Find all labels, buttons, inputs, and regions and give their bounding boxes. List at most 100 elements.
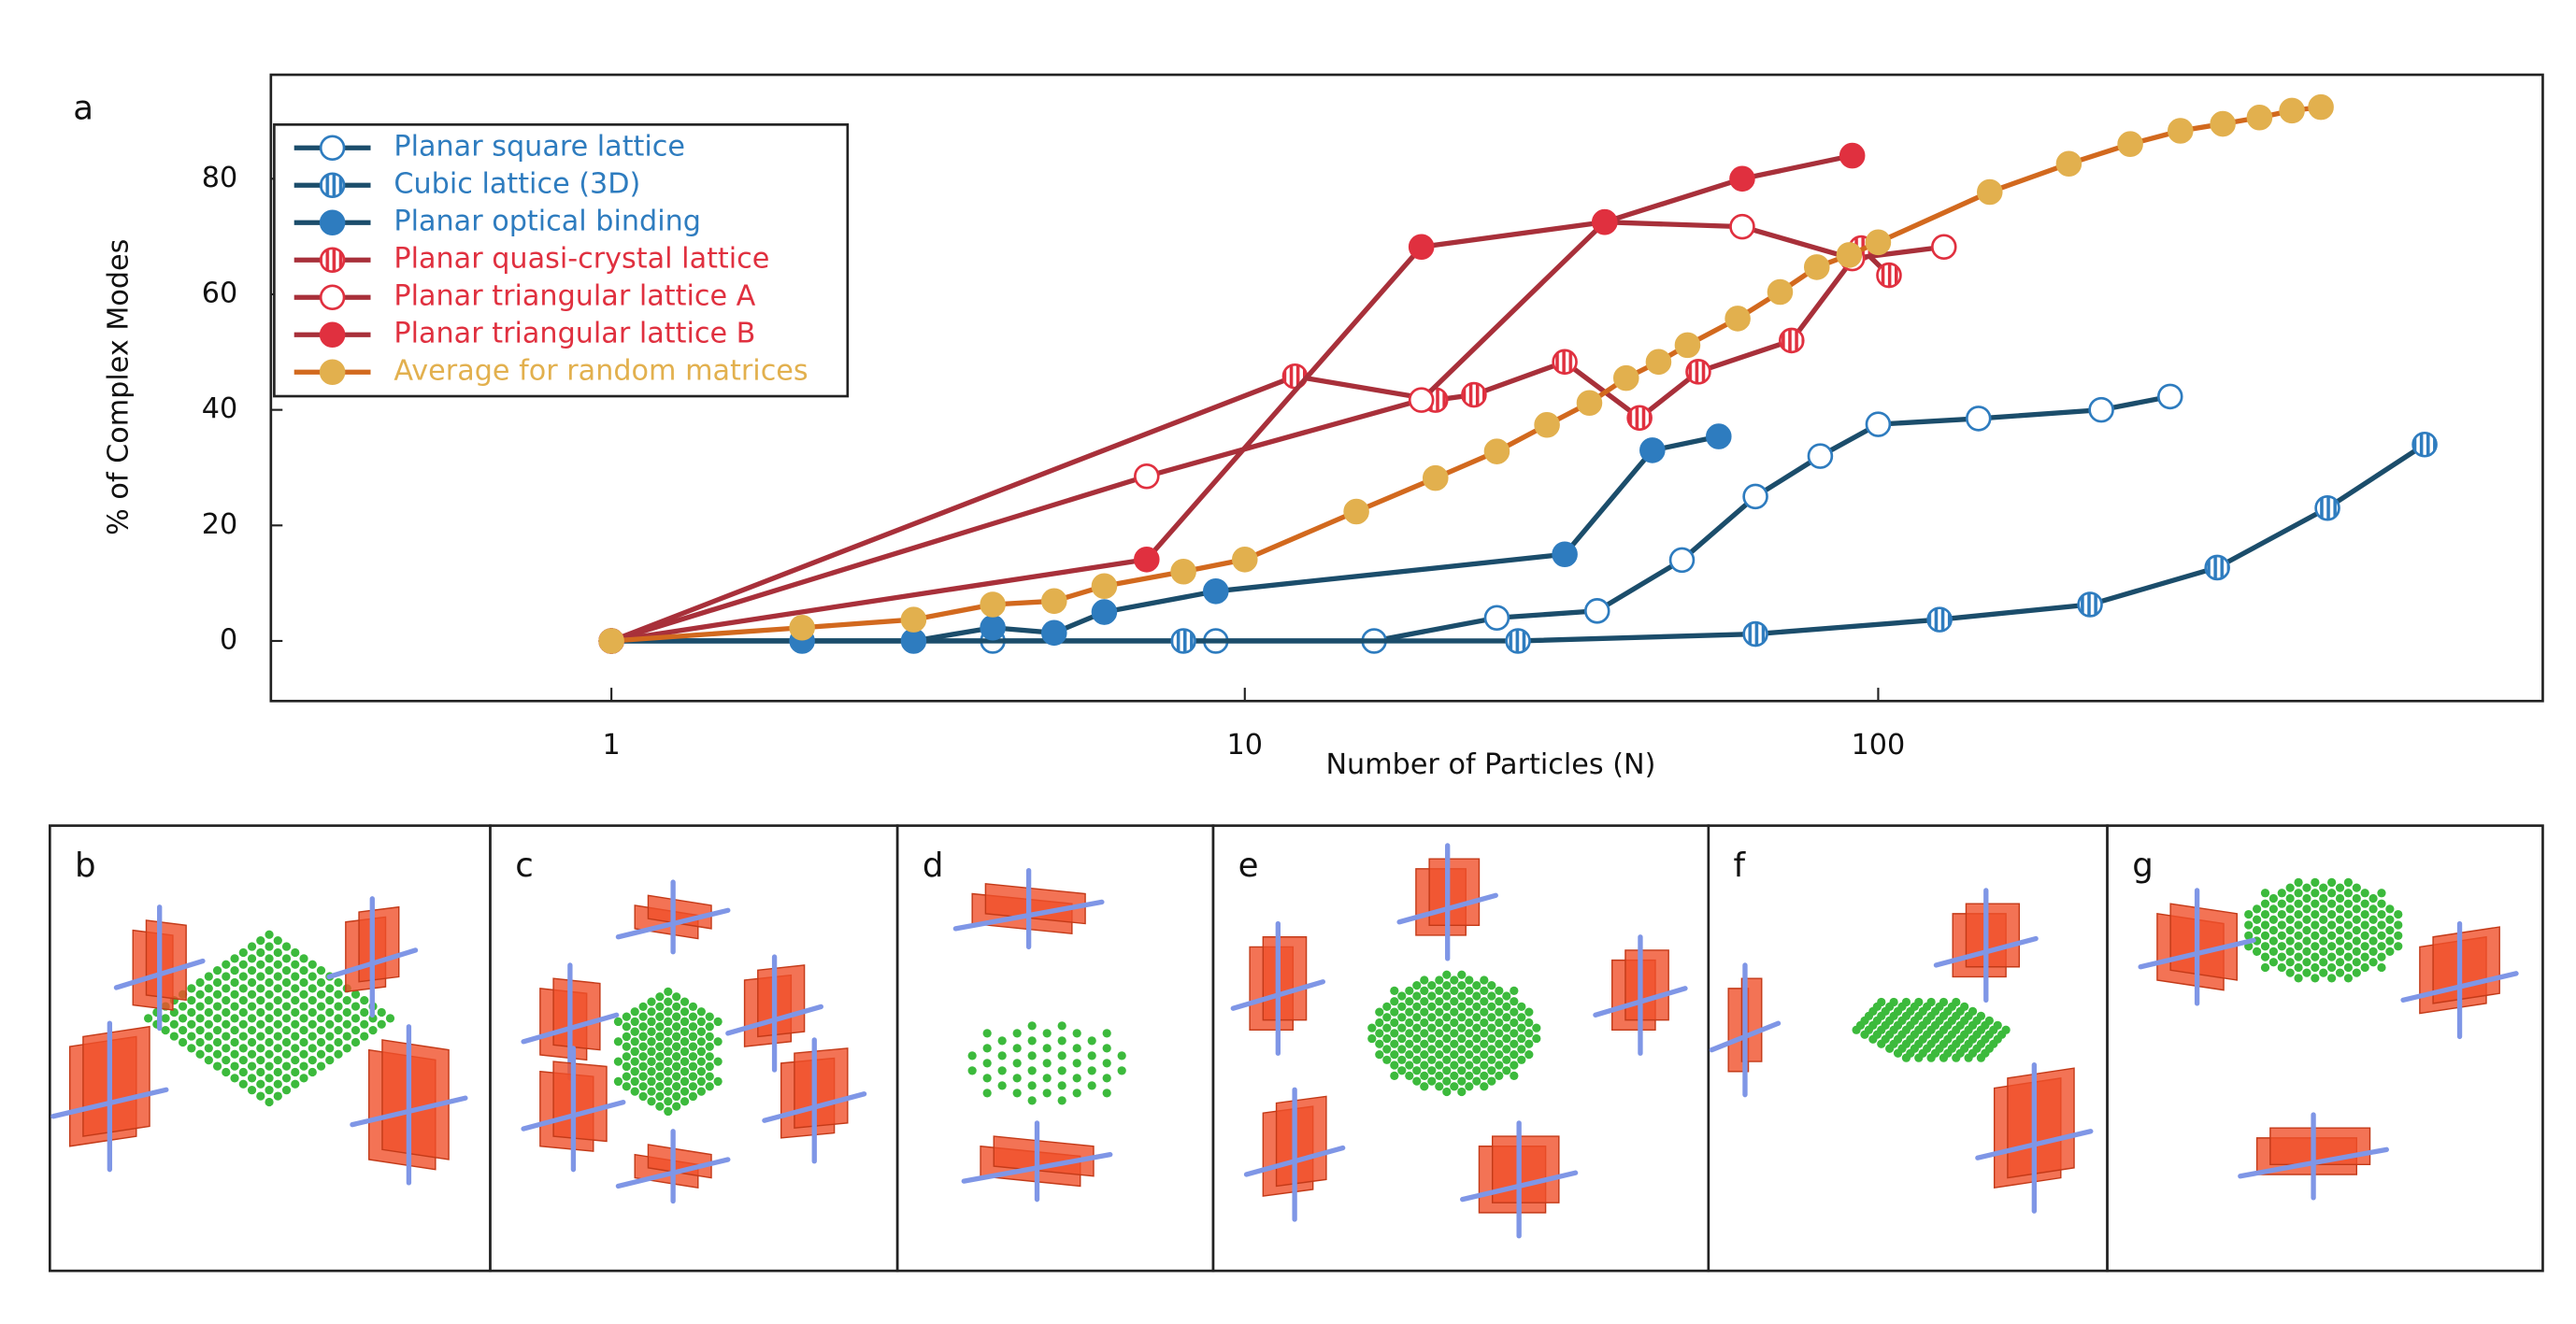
green-particle (308, 1007, 317, 1018)
green-particle (2319, 947, 2328, 957)
green-particle (247, 977, 257, 988)
green-particle (1027, 1081, 1037, 1090)
green-particle (334, 977, 343, 988)
green-particle (1457, 1045, 1467, 1054)
green-particle (1012, 1089, 1022, 1098)
green-particle (212, 1026, 222, 1035)
green-particle (638, 1052, 648, 1061)
green-particle (178, 1014, 188, 1023)
green-particle (2285, 915, 2295, 924)
y-tick-label: 60 (202, 277, 237, 309)
green-particle (195, 1014, 205, 1023)
green-particle (1027, 1021, 1037, 1031)
green-particle (368, 1026, 378, 1035)
green-particle (238, 947, 248, 958)
green-particle (1367, 1033, 1377, 1044)
green-particle (2285, 968, 2295, 977)
green-particle (1412, 1045, 1422, 1054)
green-particle (325, 1032, 335, 1041)
red-plate (1491, 1135, 1560, 1203)
green-particle (1042, 1074, 1052, 1083)
green-particle (1027, 1051, 1037, 1061)
green-particle (230, 1061, 239, 1071)
green-particle (705, 1042, 714, 1051)
green-particle (1472, 1076, 1481, 1086)
green-particle (230, 1014, 239, 1023)
green-particle (238, 984, 248, 993)
red-plate (794, 1047, 849, 1129)
data-point (1091, 573, 1118, 600)
green-particle (273, 960, 282, 969)
green-particle (2294, 962, 2303, 973)
green-particle (2311, 942, 2320, 951)
green-particle (1057, 1066, 1066, 1075)
green-particle (2319, 915, 2328, 924)
green-particle (273, 1091, 282, 1101)
green-particle (1057, 1051, 1066, 1061)
green-particle (1102, 1089, 1111, 1098)
green-particle (982, 1029, 992, 1038)
green-particle (1072, 1029, 1081, 1038)
green-particle (238, 1032, 248, 1041)
green-particle (1382, 1045, 1392, 1054)
green-particle (247, 966, 257, 975)
series-line (610, 152, 1853, 644)
green-particle (997, 1066, 1007, 1075)
green-particle (299, 954, 308, 963)
green-particle (2277, 931, 2286, 940)
data-point (1836, 242, 1863, 268)
data-point (2246, 104, 2273, 131)
green-particle (143, 1014, 153, 1023)
green-particle (195, 989, 205, 999)
data-point (1091, 599, 1118, 625)
green-particle (281, 1049, 292, 1059)
green-particle (1435, 975, 1444, 985)
green-particle (1087, 1051, 1096, 1061)
green-particle (247, 1037, 257, 1047)
green-particle (688, 1012, 698, 1021)
green-particle (1420, 1071, 1429, 1081)
green-particle (2311, 920, 2320, 930)
red-plate (1275, 1095, 1327, 1188)
green-particle (1465, 1039, 1474, 1048)
data-point (1592, 208, 1618, 235)
data-point (980, 614, 1006, 641)
green-particle (1487, 1013, 1496, 1022)
green-particle (291, 1079, 300, 1089)
red-plate (2432, 926, 2500, 1004)
green-particle (316, 977, 326, 988)
green-particle (1450, 1039, 1459, 1048)
green-particle (1427, 1033, 1437, 1044)
green-particle (2360, 962, 2369, 973)
legend-marker (319, 321, 346, 349)
green-particle (1435, 1049, 1444, 1060)
green-particle (178, 1037, 188, 1047)
green-particle (2360, 889, 2369, 898)
green-particle (2394, 942, 2403, 951)
legend-label: Average for random matrices (394, 355, 808, 388)
green-particle (2302, 893, 2311, 904)
green-particle (1472, 1055, 1481, 1064)
green-particle (680, 1057, 690, 1066)
green-particle (316, 989, 326, 999)
green-particle (2319, 883, 2328, 892)
green-particle (1117, 1066, 1126, 1075)
green-particle (1495, 1039, 1504, 1048)
y-tick-label: 0 (220, 623, 237, 656)
green-particle (299, 1014, 308, 1023)
green-particle (273, 936, 282, 946)
green-particle (1427, 1023, 1437, 1032)
data-point (2279, 97, 2305, 124)
green-particle (1442, 1076, 1452, 1086)
green-particle (1524, 1007, 1534, 1017)
x-tick-label: 100 (1852, 729, 1906, 762)
data-point (789, 614, 815, 641)
green-particle (247, 1049, 257, 1059)
green-particle (622, 1022, 631, 1032)
green-particle (1420, 1061, 1429, 1070)
red-plate (552, 977, 601, 1051)
green-particle (265, 966, 274, 975)
green-particle (688, 1042, 698, 1051)
green-particle (1420, 997, 1429, 1006)
green-particle (664, 1046, 673, 1057)
